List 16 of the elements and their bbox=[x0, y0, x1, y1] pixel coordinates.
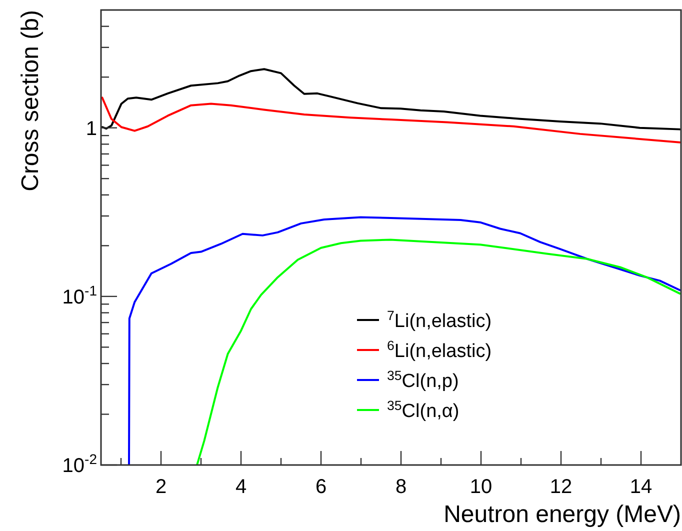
x-tick-label: 6 bbox=[315, 476, 327, 498]
legend-label: $^{7}$Li(n,elastic) bbox=[387, 308, 492, 332]
x-tick-label: 14 bbox=[630, 476, 652, 498]
y-tick-label: 1 bbox=[86, 118, 97, 140]
x-tick-label: 2 bbox=[155, 476, 167, 498]
x-tick-label: 8 bbox=[395, 476, 407, 498]
x-axis-title: Neutron energy (MeV) bbox=[444, 501, 681, 528]
y-tick-label: 10$^{-2}$ bbox=[62, 451, 98, 477]
x-tick-label: 12 bbox=[550, 476, 572, 498]
legend-label: $^{35}$Cl(n,α) bbox=[387, 398, 460, 422]
y-tick-label: 10$^{-1}$ bbox=[62, 282, 98, 308]
x-tick-label: 10 bbox=[470, 476, 492, 498]
legend-label: $^{6}$Li(n,elastic) bbox=[387, 338, 492, 362]
y-axis-title: Cross section (b) bbox=[17, 10, 44, 192]
legend-label: $^{35}$Cl(n,p) bbox=[387, 368, 459, 392]
x-tick-label: 4 bbox=[235, 476, 247, 498]
